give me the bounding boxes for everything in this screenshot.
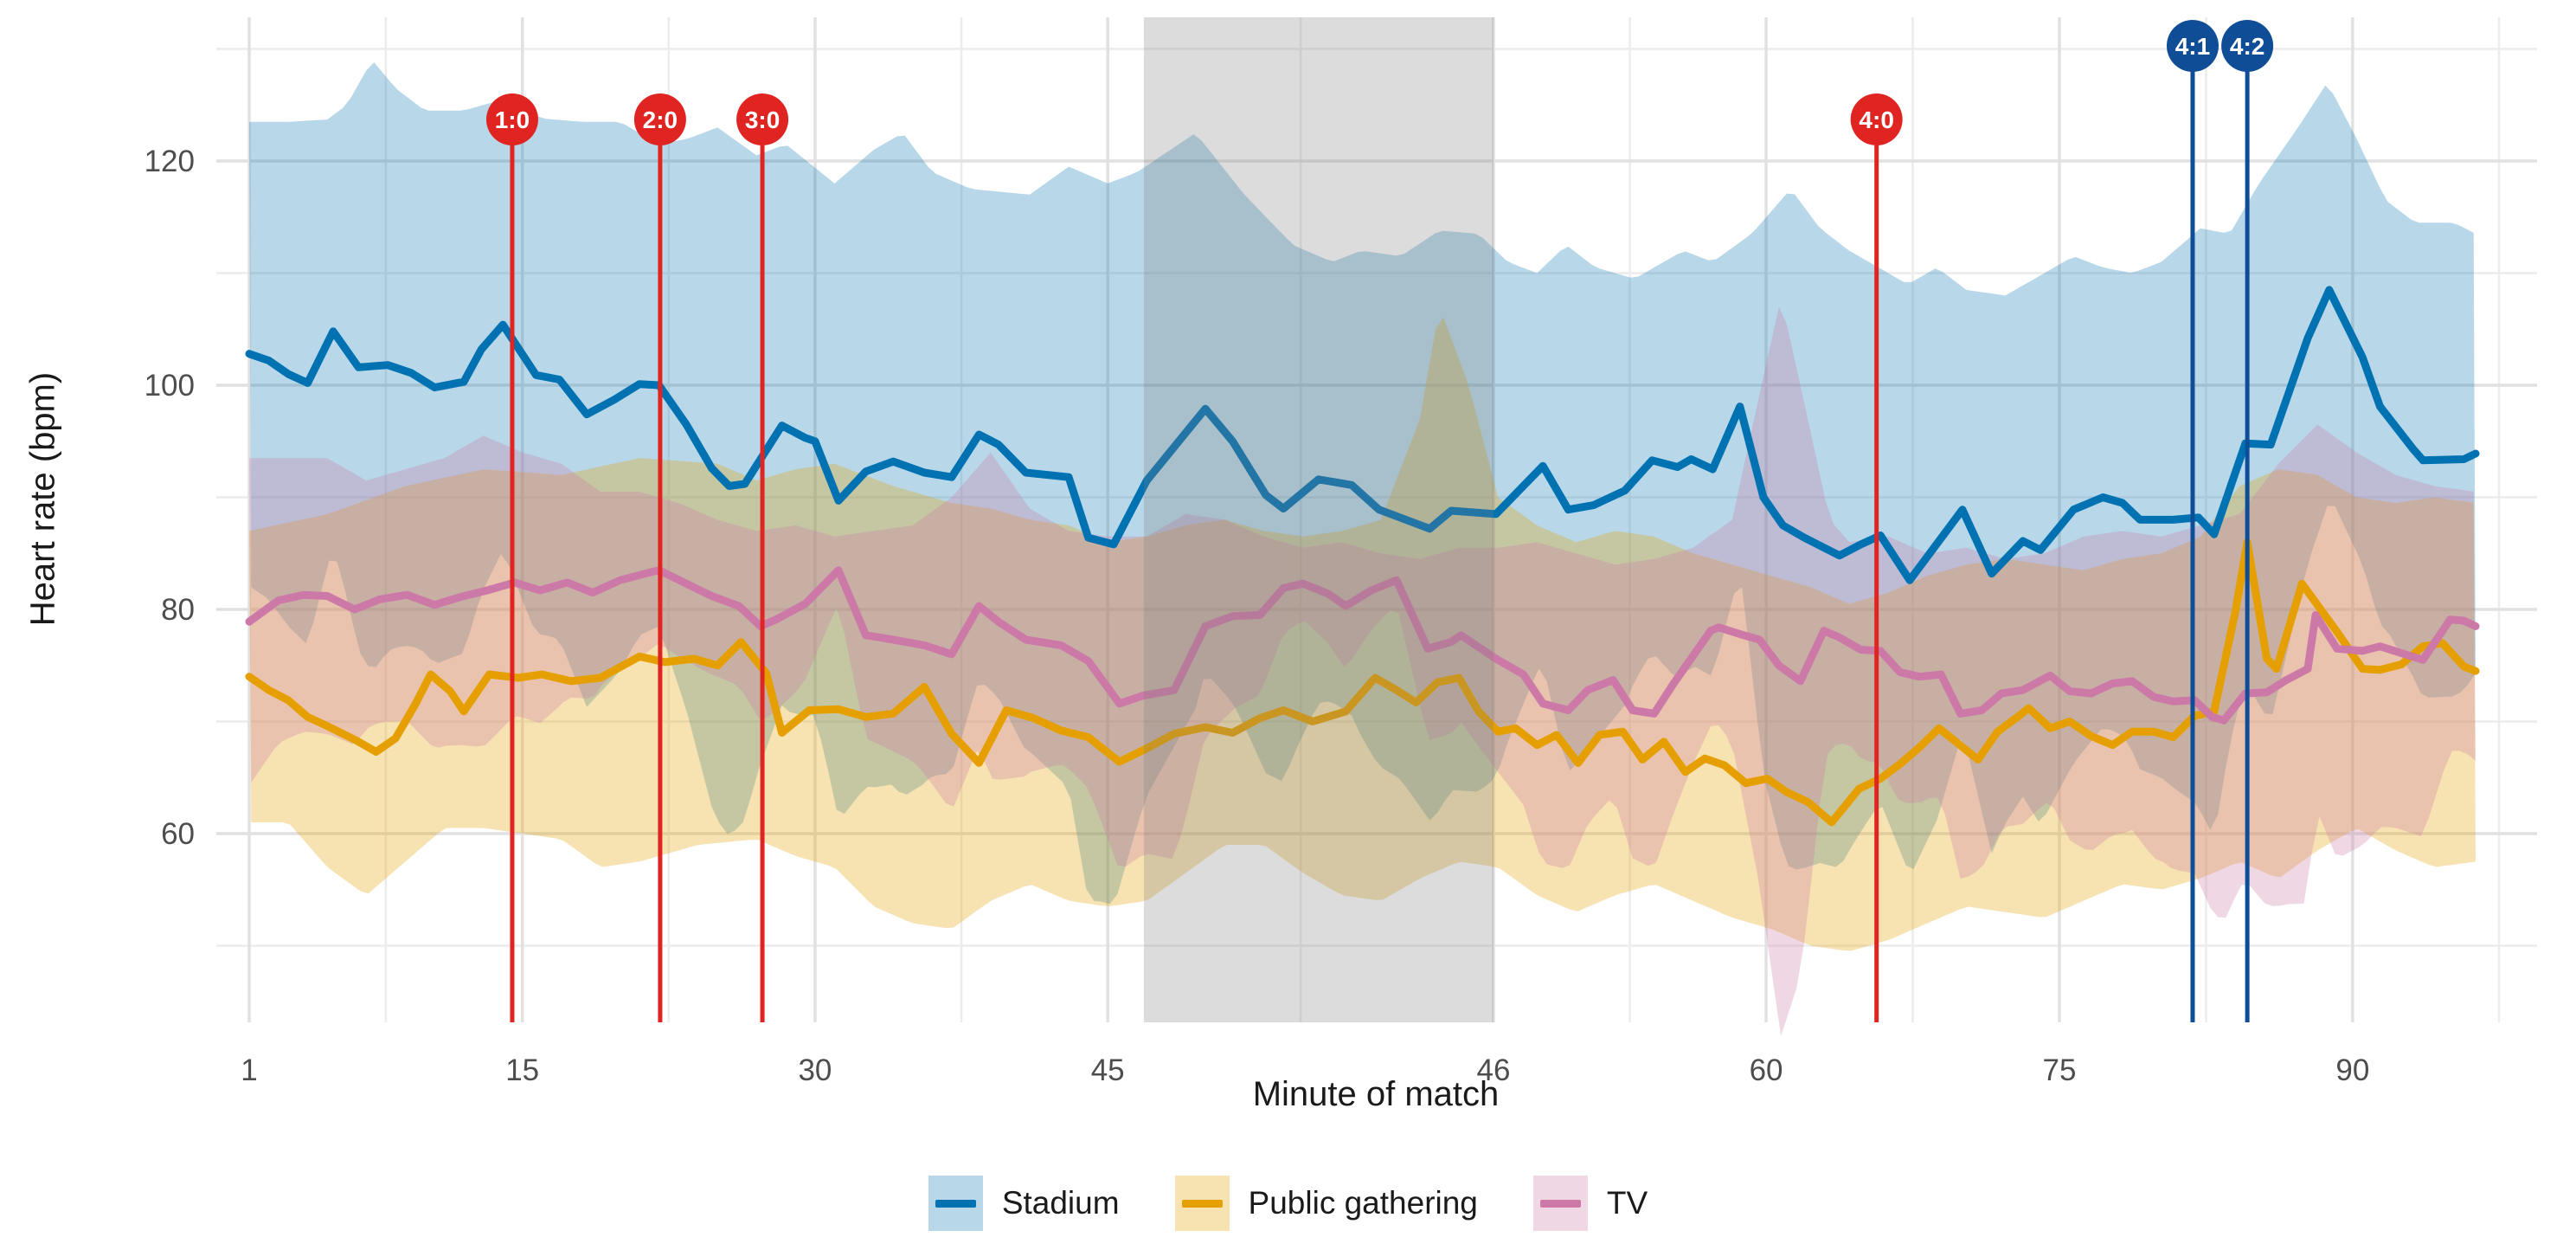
goal-marker-4-0 xyxy=(1850,93,1903,145)
x-tick-label-1: 1 xyxy=(241,1053,257,1087)
y-tick-label-120: 120 xyxy=(145,145,195,178)
x-tick-label-90: 90 xyxy=(2335,1053,2369,1087)
line-public-gathering xyxy=(245,538,2480,827)
y-axis-title: Heart rate (bpm) xyxy=(23,371,62,627)
ribbon-tv xyxy=(249,306,2476,1036)
legend-item-stadium: Stadium xyxy=(928,1176,1120,1231)
legend-item-public-gathering: Public gathering xyxy=(1174,1176,1478,1231)
y-tick-label-60: 60 xyxy=(161,817,195,851)
legend: Stadium Public gathering TV xyxy=(0,1176,2576,1231)
x-tick-label-60: 60 xyxy=(1750,1053,1783,1087)
x-tick-label-15: 15 xyxy=(505,1053,539,1087)
legend-key-swatch-stadium xyxy=(928,1176,983,1231)
legend-key-swatch-public-gathering xyxy=(1174,1176,1230,1231)
x-tick-label-30: 30 xyxy=(798,1053,832,1087)
legend-label: Public gathering xyxy=(1248,1185,1478,1221)
ribbon-stadium xyxy=(249,62,2476,905)
legend-label: TV xyxy=(1606,1185,1648,1221)
ribbon-public-gathering xyxy=(249,317,2476,951)
goal-label-4-2: 4:2 xyxy=(2230,33,2264,60)
x-tick-label-46: 46 xyxy=(1477,1053,1511,1087)
goal-marker-2-0 xyxy=(633,93,686,145)
x-tick-label-75: 75 xyxy=(2042,1053,2076,1087)
legend-key-swatch-tv xyxy=(1532,1176,1588,1231)
line-tv xyxy=(245,566,2480,725)
halftime-band xyxy=(1143,17,1494,1022)
y-tick-label-80: 80 xyxy=(161,593,195,627)
legend-key-line-icon xyxy=(935,1200,976,1208)
goal-marker-3-0 xyxy=(736,93,789,145)
goal-label-4-0: 4:0 xyxy=(1859,106,1893,133)
line-stadium xyxy=(245,286,2480,584)
x-axis-title: Minute of match xyxy=(1252,1075,1500,1113)
goal-label-3-0: 3:0 xyxy=(745,106,780,133)
goal-label-4-1: 4:1 xyxy=(2175,33,2210,60)
legend-key-line-icon xyxy=(1181,1200,1223,1208)
goal-marker-1-0 xyxy=(485,93,538,145)
goal-label-1-0: 1:0 xyxy=(495,106,530,133)
goal-label-2-0: 2:0 xyxy=(643,106,678,133)
legend-label: Stadium xyxy=(1001,1185,1120,1221)
x-tick-label-45: 45 xyxy=(1091,1053,1125,1087)
legend-key-line-icon xyxy=(1539,1200,1581,1208)
goal-marker-4-2 xyxy=(2221,20,2274,72)
goal-marker-4-1 xyxy=(2166,20,2219,72)
legend-item-tv: TV xyxy=(1532,1176,1648,1231)
y-tick-label-100: 100 xyxy=(145,369,195,403)
